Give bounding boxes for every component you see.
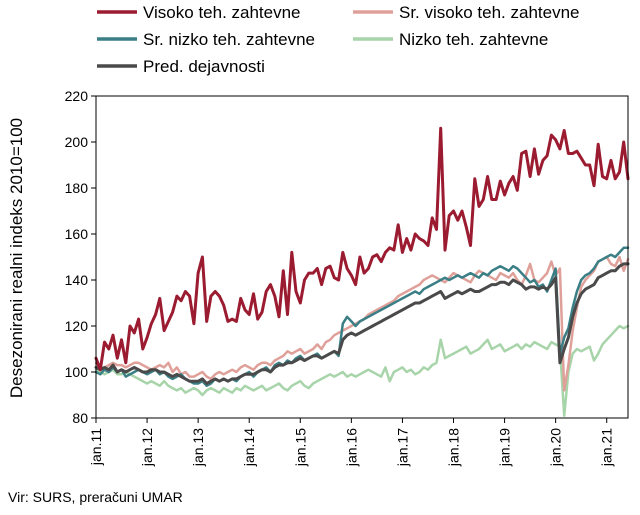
y-tick-label: 160 [65,226,89,242]
x-tick-label: jan.14 [241,428,257,467]
legend-label-0: Visoko teh. zahtevne [143,3,301,22]
plot-area [94,126,630,417]
y-tick-label: 100 [65,364,89,380]
legend-label-2: Sr. nizko teh. zahtevne [143,30,315,49]
y-tick-label: 120 [65,318,89,334]
legend-label-4: Pred. dejavnosti [143,57,265,76]
series-line-4 [94,262,630,385]
legend-label-1: Sr. visoko teh. zahtevne [399,3,580,22]
x-tick-label: jan.11 [88,428,104,466]
axes: 80 100 120 140 160 180 200 220 jan.11 jan.12 jan.1… [65,88,629,467]
x-tick-label: jan.15 [292,428,308,467]
y-axis-label: Desezonirani realni indeks 2010=100 [7,118,26,398]
y-tick-label: 180 [65,180,89,196]
legend-label-3: Nizko teh. zahtevne [399,30,548,49]
x-tick-label: jan.12 [139,428,155,467]
series-line-0 [94,126,630,372]
y-tick-label: 200 [65,134,89,150]
y-tick-label: 140 [65,272,89,288]
legend: Visoko teh. zahtevne Sr. visoko teh. zaht… [97,3,580,76]
y-tick-label: 220 [65,88,89,104]
x-tick-label: jan.13 [190,428,206,467]
series-line-3 [94,324,630,417]
source-note: Vir: SURS, preračuni UMAR [8,489,183,505]
x-tick-label: jan.21 [599,428,615,467]
x-tick-label: jan.19 [497,428,513,467]
y-tick-label: 80 [72,410,88,426]
x-tick-label: jan.16 [343,428,359,467]
series-line-1 [94,255,630,392]
x-tick-label: jan.20 [548,428,564,467]
x-tick-label: jan.17 [394,428,410,467]
plot-frame [95,95,629,419]
x-tick-label: jan.18 [446,428,462,467]
